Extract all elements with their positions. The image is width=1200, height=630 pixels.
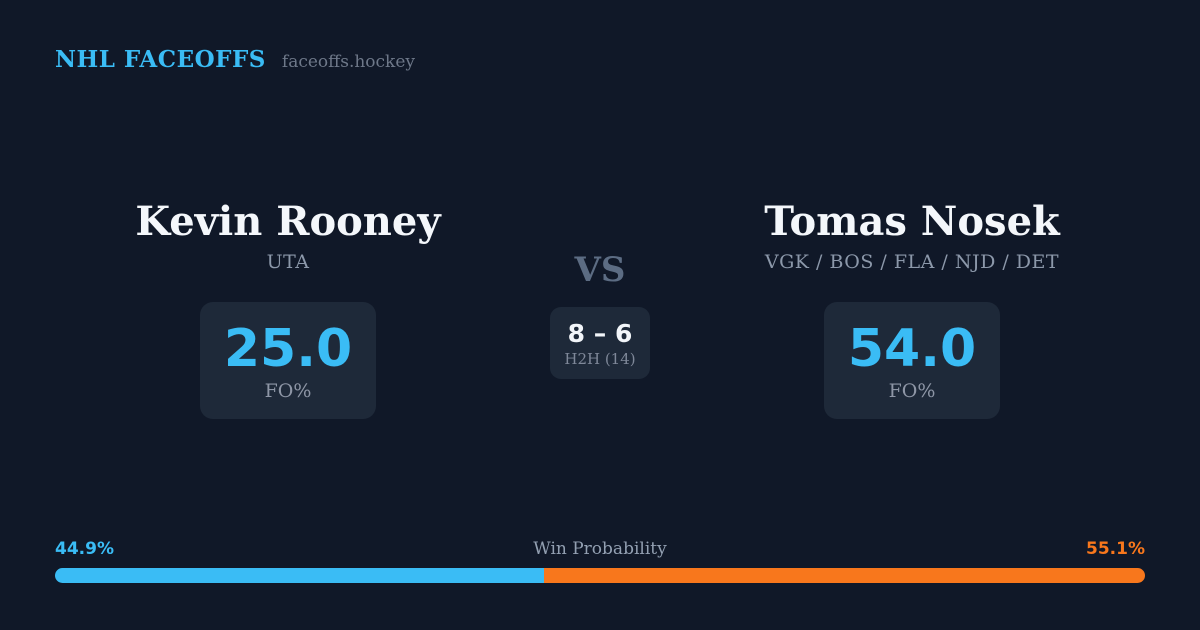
win-bar-left-segment (55, 568, 545, 583)
matchup-row: Kevin Rooney UTA 25.0 FO% VS 8 – 6 H2H (… (55, 200, 1145, 419)
win-probability-labels: 44.9% Win Probability 55.1% (55, 539, 1145, 559)
player-right-fo-label: FO% (888, 380, 936, 402)
win-probability-left-pct: 44.9% (55, 539, 114, 559)
win-probability-title: Win Probability (533, 539, 667, 559)
player-right-stat-box: 54.0 FO% (824, 302, 1000, 419)
win-probability-section: 44.9% Win Probability 55.1% (55, 539, 1145, 583)
win-bar-right-segment (544, 568, 1145, 583)
h2h-score: 8 – 6 (567, 318, 633, 348)
player-right-name: Tomas Nosek (764, 198, 1060, 245)
brand-domain: faceoffs.hockey (281, 52, 416, 72)
win-probability-bar (55, 568, 1145, 583)
player-right: Tomas Nosek VGK / BOS / FLA / NJD / DET … (679, 200, 1145, 419)
vs-label: VS (574, 250, 626, 290)
player-right-fo-value: 54.0 (847, 319, 977, 379)
h2h-label: H2H (14) (564, 349, 636, 368)
h2h-box: 8 – 6 H2H (14) (550, 307, 650, 379)
matchup-center: VS 8 – 6 H2H (14) (521, 200, 679, 419)
player-left-teams: UTA (266, 251, 310, 273)
player-left: Kevin Rooney UTA 25.0 FO% (55, 200, 521, 419)
player-left-fo-label: FO% (264, 380, 312, 402)
brand-title: NHL FACEOFFS (55, 46, 266, 73)
player-left-stat-box: 25.0 FO% (200, 302, 376, 419)
player-right-teams: VGK / BOS / FLA / NJD / DET (764, 251, 1060, 273)
win-probability-right-pct: 55.1% (1086, 539, 1145, 559)
player-left-name: Kevin Rooney (135, 198, 441, 245)
player-left-fo-value: 25.0 (223, 319, 353, 379)
header: NHL FACEOFFS faceoffs.hockey (55, 46, 415, 73)
